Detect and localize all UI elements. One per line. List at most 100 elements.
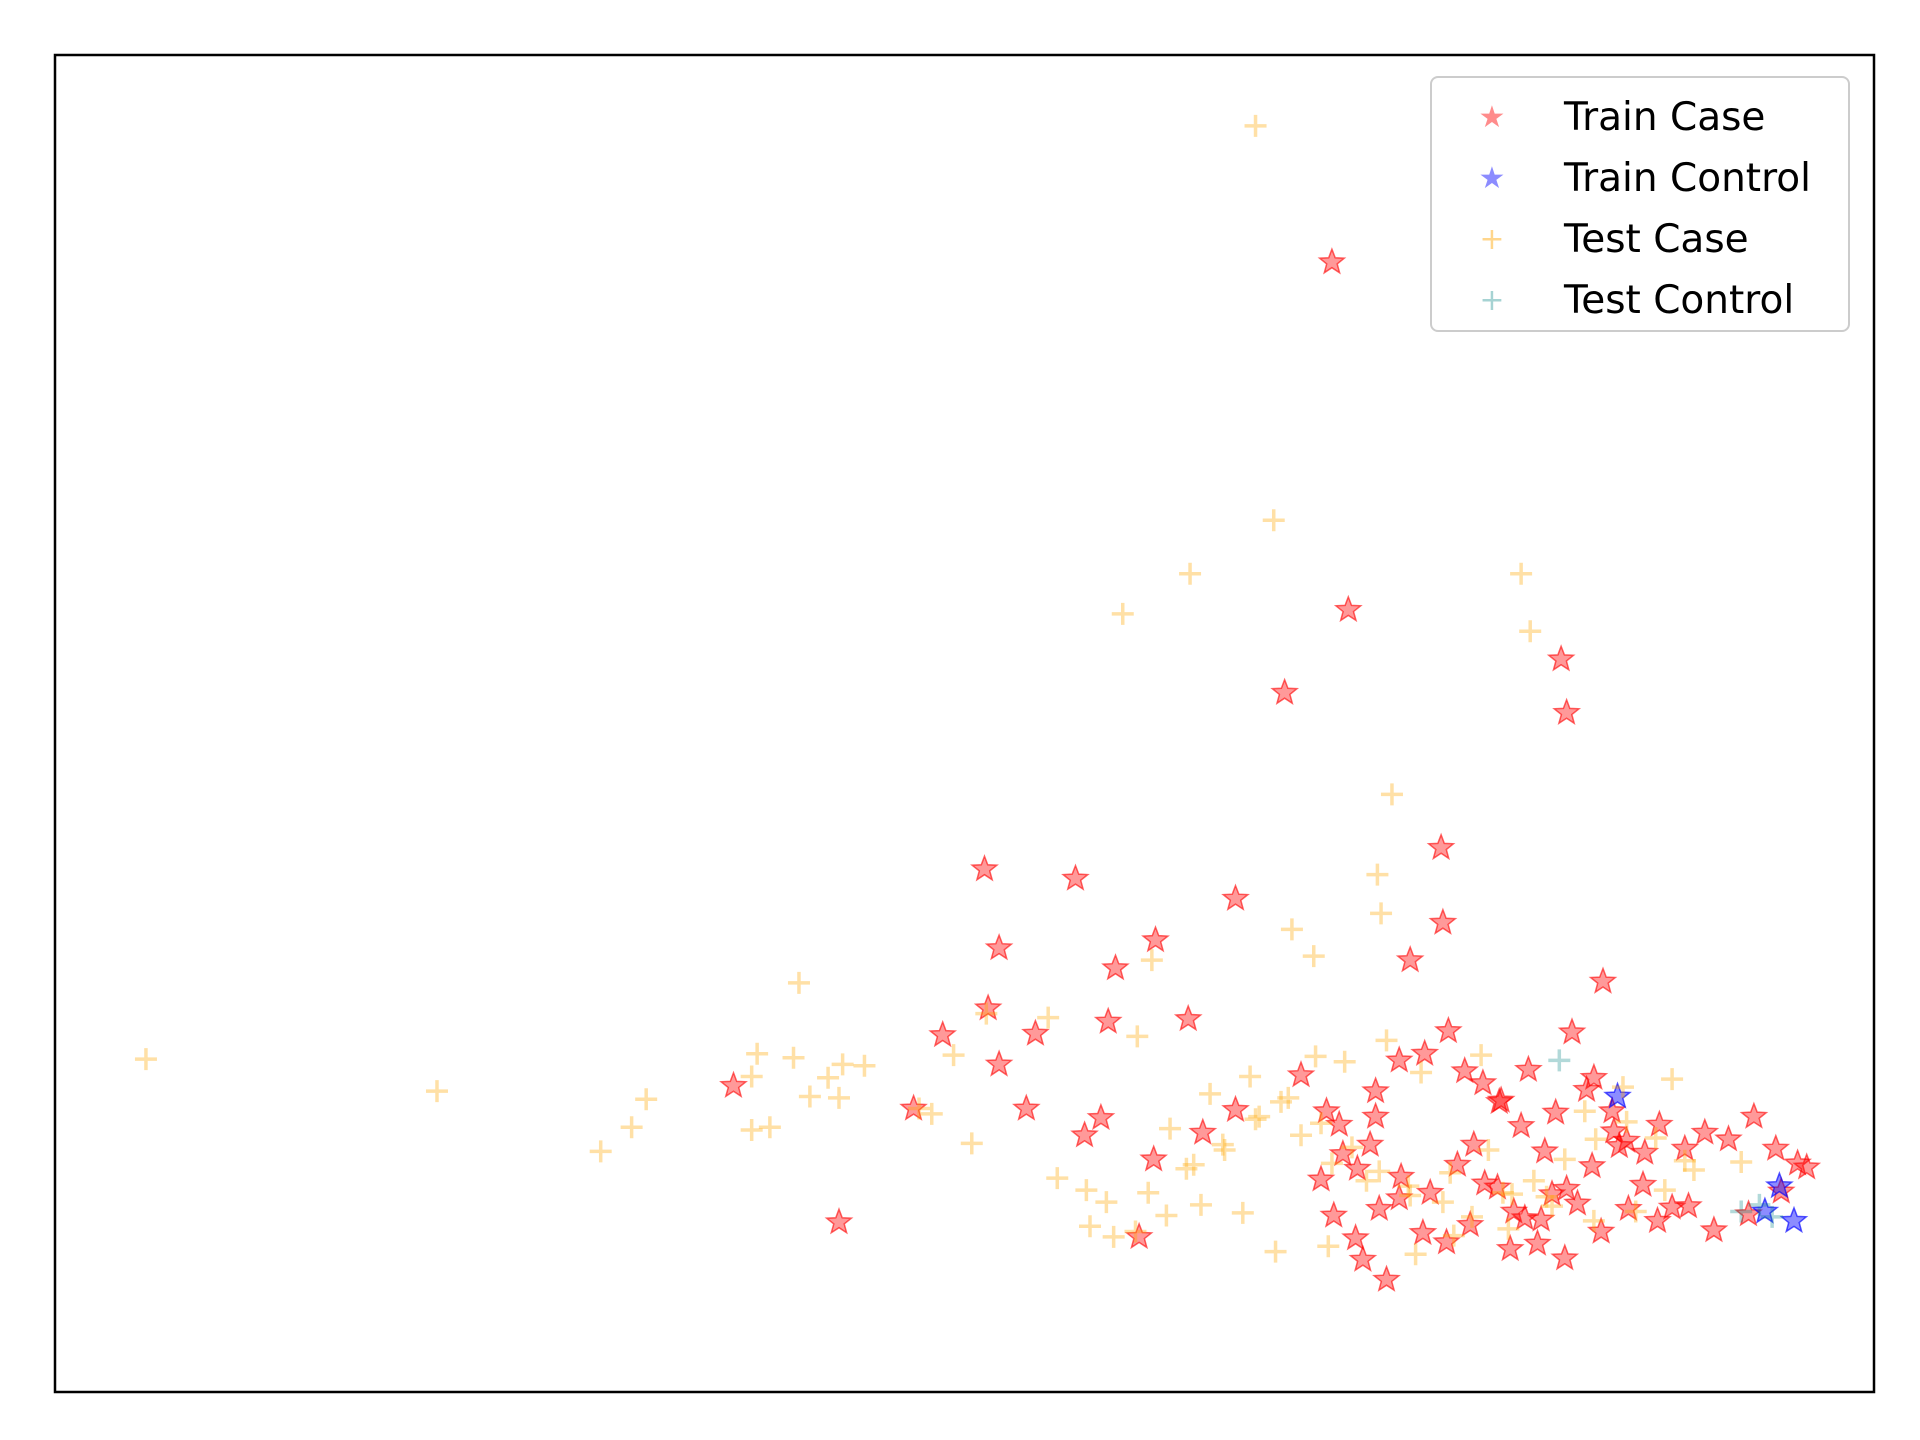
point-train-case bbox=[1415, 1177, 1445, 1206]
point-test-case bbox=[1079, 1215, 1102, 1238]
point-test-case bbox=[425, 1080, 448, 1103]
point-train-case bbox=[1361, 1076, 1391, 1104]
point-train-case bbox=[1443, 1149, 1472, 1177]
point-train-case bbox=[1468, 1068, 1498, 1096]
point-test-case bbox=[1211, 1133, 1234, 1156]
point-train-case bbox=[1783, 1148, 1813, 1176]
point-test-case bbox=[853, 1054, 876, 1077]
point-test-case bbox=[1615, 1110, 1638, 1133]
point-train-case bbox=[1306, 1164, 1336, 1192]
point-train-case bbox=[1670, 1133, 1700, 1161]
point-train-case bbox=[1061, 863, 1090, 891]
point-test-case bbox=[1340, 1136, 1363, 1159]
point-train-case bbox=[1714, 1124, 1743, 1152]
point-test-case bbox=[1442, 1224, 1465, 1247]
point-train-case bbox=[1070, 1120, 1099, 1148]
point-test-case bbox=[1553, 1148, 1576, 1171]
point-test-case bbox=[758, 1116, 781, 1139]
point-train-case bbox=[1630, 1137, 1660, 1165]
point-test-case bbox=[960, 1132, 983, 1155]
point-train-case bbox=[1342, 1153, 1372, 1181]
point-test-case bbox=[134, 1048, 157, 1071]
point-test-case bbox=[1277, 1086, 1300, 1109]
point-train-case bbox=[1483, 1172, 1512, 1200]
point-train-case bbox=[1384, 1182, 1414, 1211]
point-train-case bbox=[1312, 1096, 1341, 1124]
point-test-case bbox=[1644, 1126, 1667, 1149]
point-train-case bbox=[899, 1093, 928, 1121]
point-test-case bbox=[1404, 1243, 1427, 1266]
point-test-case bbox=[1320, 1152, 1343, 1175]
point-train-case bbox=[1599, 1116, 1629, 1144]
point-train-case bbox=[1270, 677, 1300, 706]
point-train-case bbox=[1386, 1161, 1416, 1190]
point-test-case bbox=[1280, 918, 1303, 941]
point-test-control bbox=[1548, 1049, 1571, 1072]
point-test-case bbox=[1461, 1205, 1483, 1228]
point-train-case bbox=[1355, 1129, 1385, 1157]
point-test-case bbox=[1262, 509, 1285, 532]
point-train-case bbox=[1597, 1096, 1627, 1124]
point-test-case bbox=[1491, 1181, 1514, 1204]
point-train-case bbox=[1541, 1097, 1570, 1125]
point-train-case bbox=[1550, 1243, 1580, 1271]
point-train-control bbox=[1603, 1081, 1632, 1109]
plus-icon: + bbox=[1479, 222, 1505, 257]
point-test-case bbox=[1611, 1076, 1634, 1099]
point-test-case bbox=[1124, 1220, 1147, 1243]
point-train-case bbox=[1432, 1227, 1461, 1255]
point-test-case bbox=[1111, 602, 1134, 625]
scatter-marks bbox=[134, 114, 1822, 1292]
point-train-case bbox=[1455, 1209, 1485, 1238]
point-test-case bbox=[817, 1066, 840, 1089]
point-test-case bbox=[1661, 1068, 1684, 1091]
point-test-case bbox=[1199, 1082, 1222, 1105]
point-train-case bbox=[719, 1070, 748, 1099]
point-test-control bbox=[1761, 1205, 1784, 1228]
point-test-case bbox=[740, 1118, 763, 1141]
point-test-case bbox=[1582, 1209, 1605, 1232]
point-train-case bbox=[1286, 1059, 1316, 1088]
point-train-case bbox=[1577, 1150, 1607, 1179]
point-train-control bbox=[1750, 1196, 1780, 1224]
point-test-case bbox=[1584, 1128, 1607, 1151]
point-test-case bbox=[1410, 1061, 1433, 1084]
point-test-case bbox=[1355, 1169, 1378, 1192]
point-train-case bbox=[1486, 1085, 1516, 1113]
point-test-case bbox=[1470, 1044, 1493, 1067]
point-test-case bbox=[1046, 1167, 1069, 1190]
point-test-case bbox=[1541, 1195, 1564, 1218]
point-test-case bbox=[589, 1140, 612, 1163]
point-test-case bbox=[1095, 1191, 1118, 1214]
point-train-case bbox=[1221, 1094, 1250, 1123]
point-test-control bbox=[1730, 1200, 1753, 1223]
point-test-case bbox=[1477, 1139, 1500, 1161]
point-train-case bbox=[1348, 1244, 1378, 1272]
point-train-case bbox=[1644, 1109, 1674, 1137]
point-train-control bbox=[1779, 1205, 1809, 1234]
point-train-case bbox=[1690, 1117, 1720, 1145]
point-test-case bbox=[1573, 1100, 1596, 1123]
point-test-case bbox=[1179, 562, 1202, 585]
point-train-case bbox=[1699, 1215, 1729, 1243]
point-test-case bbox=[1075, 1179, 1098, 1202]
point-test-case bbox=[1380, 783, 1403, 806]
point-train-case bbox=[1021, 1018, 1050, 1046]
legend-entry-train-control: ★ Train Control bbox=[1432, 149, 1848, 209]
point-test-case bbox=[1182, 1153, 1205, 1176]
point-train-case bbox=[1428, 907, 1458, 935]
point-train-case bbox=[1734, 1199, 1763, 1227]
point-train-case bbox=[1552, 697, 1582, 726]
point-test-case bbox=[1304, 1045, 1327, 1068]
point-train-control bbox=[1764, 1170, 1794, 1199]
point-test-case bbox=[1264, 1240, 1287, 1263]
point-train-case bbox=[1410, 1038, 1440, 1067]
point-train-case bbox=[1499, 1196, 1529, 1224]
point-train-case bbox=[1526, 1204, 1556, 1232]
point-test-case bbox=[1497, 1217, 1520, 1240]
point-test-case bbox=[1370, 902, 1393, 925]
point-train-case bbox=[1459, 1129, 1489, 1157]
point-test-case bbox=[1102, 1225, 1125, 1248]
point-train-case bbox=[1221, 883, 1250, 911]
legend-label-train-control: Train Control bbox=[1564, 156, 1811, 201]
